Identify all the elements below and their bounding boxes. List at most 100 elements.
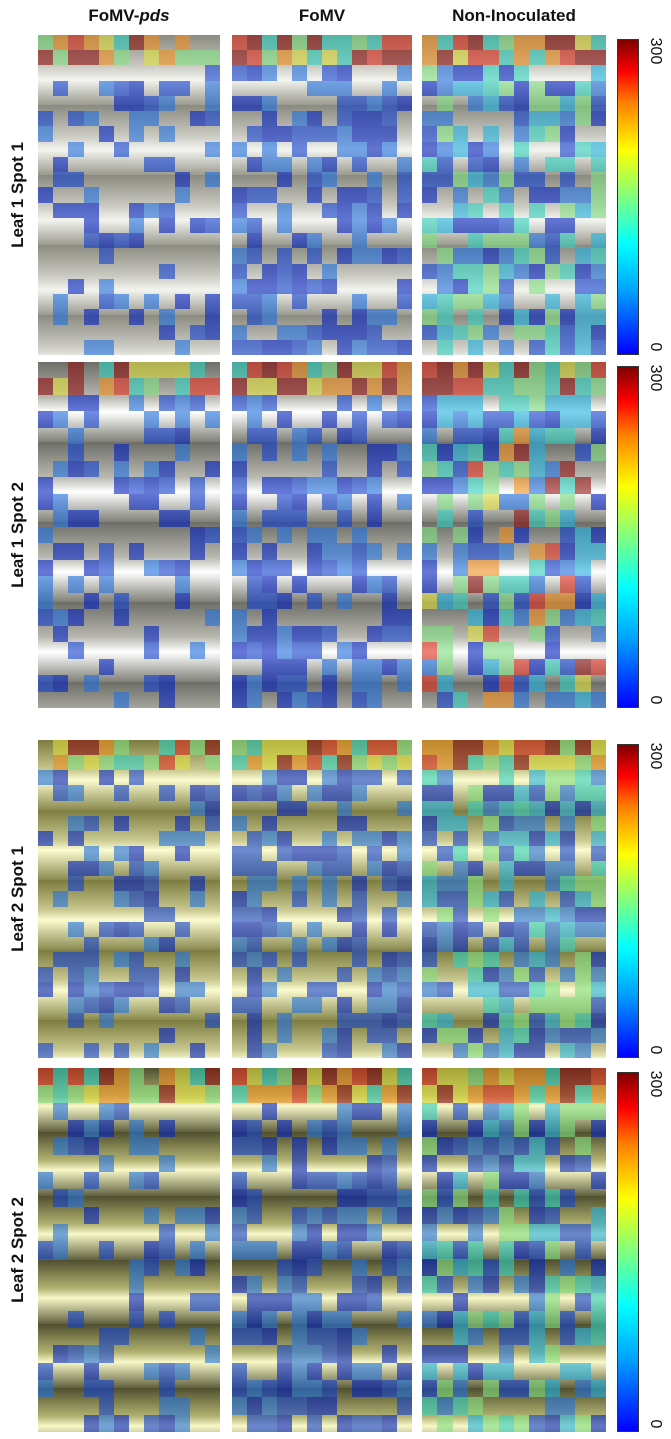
heatmap-cell [453, 1224, 468, 1241]
heatmap-cell [292, 1363, 307, 1380]
heatmap-cell [205, 801, 220, 816]
heatmap-cell [307, 967, 322, 982]
heatmap-cell [159, 861, 174, 876]
heatmap-cell [129, 50, 144, 65]
heatmap-cell [159, 81, 174, 96]
heatmap-cell [575, 35, 590, 50]
heatmap-cell [483, 428, 498, 444]
heatmap-cell [307, 937, 322, 952]
heatmap-cell [322, 395, 337, 411]
heatmap-cell [591, 755, 606, 770]
heatmap-cell [591, 1085, 606, 1102]
heatmap-cell [84, 1345, 99, 1362]
heatmap-cell [292, 642, 307, 658]
heatmap-cell [545, 65, 560, 80]
heatmap-cell [322, 126, 337, 141]
heatmap-cell [38, 395, 53, 411]
heatmap-cell [575, 494, 590, 510]
heatmap-cell [437, 642, 452, 658]
heatmap-cell [38, 967, 53, 982]
heatmap-cell [262, 785, 277, 800]
heatmap-cell [292, 593, 307, 609]
heatmap-cell [99, 1328, 114, 1345]
heatmap-cell [84, 816, 99, 831]
heatmap-cell [575, 770, 590, 785]
heatmap-cell [144, 411, 159, 427]
heatmap-cell [337, 876, 352, 891]
heatmap-cell [129, 325, 144, 340]
heatmap-cell [175, 1172, 190, 1189]
heatmap-cell [262, 1085, 277, 1102]
heatmap-cell [575, 1068, 590, 1085]
heatmap-cell [68, 395, 83, 411]
heatmap-cell [483, 218, 498, 233]
heatmap-cell [277, 543, 292, 559]
heatmap-cell [190, 560, 205, 576]
heatmap-cell [560, 1155, 575, 1172]
heatmap-cell [38, 218, 53, 233]
heatmap-cell [144, 395, 159, 411]
heatmap-cell [337, 428, 352, 444]
heatmap-cell [53, 543, 68, 559]
heatmap-cell [68, 560, 83, 576]
colorbar-min: 0 [646, 696, 664, 705]
heatmap-cell [144, 111, 159, 126]
heatmap-cell [159, 142, 174, 157]
heatmap-cell [322, 1415, 337, 1432]
heatmap-cell [437, 1380, 452, 1397]
heatmap-cell [38, 740, 53, 755]
heatmap-cell [53, 755, 68, 770]
heatmap-cell [453, 576, 468, 592]
heatmap-cell [575, 279, 590, 294]
heatmap-cell [437, 1207, 452, 1224]
heatmap-cell [277, 876, 292, 891]
heatmap-cell [591, 203, 606, 218]
heatmap-cell [468, 967, 483, 982]
heatmap-cell [175, 846, 190, 861]
heatmap-cell [499, 1224, 514, 1241]
heatmap-cell [190, 543, 205, 559]
heatmap-cell [545, 692, 560, 708]
heatmap-cell [453, 543, 468, 559]
heatmap-cell [422, 922, 437, 937]
heatmap-cell [38, 96, 53, 111]
heatmap-cell [545, 264, 560, 279]
heatmap-cell [382, 1224, 397, 1241]
colorbar-max: 300 [646, 1071, 664, 1098]
heatmap-cell [190, 1276, 205, 1293]
heatmap-cell [159, 576, 174, 592]
heatmap-cell [397, 218, 412, 233]
heatmap-cell [483, 861, 498, 876]
heatmap-cell [514, 444, 529, 460]
heatmap-cell [545, 659, 560, 675]
heatmap-cell [114, 675, 129, 691]
heatmap-cell [232, 65, 247, 80]
heatmap-cell [53, 967, 68, 982]
heatmap-cell [277, 785, 292, 800]
heatmap-cell [575, 1311, 590, 1328]
heatmap-cell [397, 642, 412, 658]
heatmap-cell [367, 1276, 382, 1293]
heatmap-cell [591, 593, 606, 609]
heatmap-cell [529, 1397, 544, 1414]
heatmap-cell [232, 861, 247, 876]
heatmap-cell [232, 576, 247, 592]
heatmap-cell [397, 576, 412, 592]
heatmap-cell [468, 543, 483, 559]
heatmap-cell [437, 1085, 452, 1102]
heatmap-cell [367, 309, 382, 324]
heatmap-cell [129, 142, 144, 157]
heatmap-cell [262, 50, 277, 65]
heatmap-cell [422, 494, 437, 510]
heatmap-cell [422, 1028, 437, 1043]
heatmap-cell [529, 411, 544, 427]
heatmap-cell [262, 81, 277, 96]
heatmap-cell [190, 659, 205, 675]
heatmap-cell [575, 428, 590, 444]
heatmap-cell [84, 494, 99, 510]
heatmap-cell [114, 626, 129, 642]
heatmap-cell [114, 891, 129, 906]
heatmap-cell [591, 543, 606, 559]
heatmap-cell [397, 309, 412, 324]
heatmap-cell [591, 801, 606, 816]
